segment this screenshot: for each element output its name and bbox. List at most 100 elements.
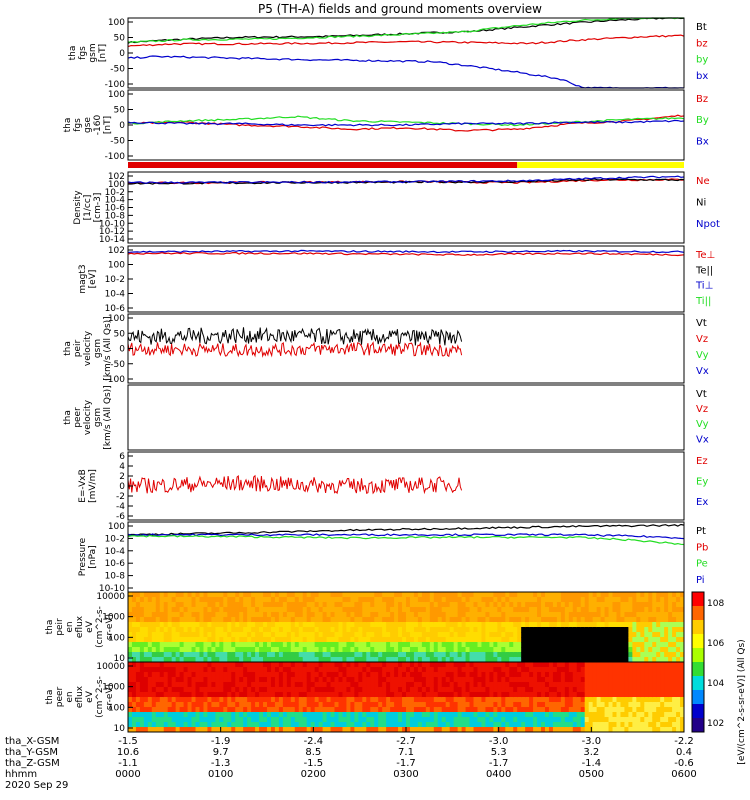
heat-cell [489,607,494,613]
heat-cell [402,672,407,678]
heat-cell [286,642,292,648]
heat-cell [429,597,435,603]
heat-cell [390,592,395,598]
heat-cell [449,592,455,598]
heat-cell [445,592,451,598]
heat-cell [251,727,256,733]
heat-cell [183,647,189,653]
heat-cell [203,612,208,618]
heat-cell [187,682,193,688]
heat-cell [318,602,324,608]
axis-value: -1.5 [304,758,324,769]
colorbar-band [692,592,704,607]
heat-cell [358,687,363,693]
heat-cell [465,692,471,698]
heat-cell [239,607,244,613]
heat-cell [461,597,467,603]
heat-cell [560,692,566,698]
heat-cell [175,622,181,628]
heat-cell [199,662,204,668]
heat-cell [354,642,359,648]
heat-cell [362,692,367,698]
heat-cell [346,727,351,733]
heat-cell [251,692,256,698]
heat-cell [596,642,602,648]
heat-cell [469,617,475,623]
heat-cell [421,617,427,623]
heat-cell [489,637,494,643]
heat-cell [398,692,403,698]
heat-cell [350,707,355,713]
heat-cell [433,622,439,628]
heat-cell [620,702,625,708]
heat-cell [477,702,482,708]
heat-cell [525,727,530,733]
heat-cell [235,642,240,648]
heat-cell [576,662,582,668]
heat-cell [278,687,284,693]
heat-cell [306,702,312,708]
heat-cell [223,647,228,653]
heat-cell [370,712,375,718]
heat-cell [394,672,399,678]
heat-cell [314,677,320,683]
heat-cell [521,717,526,723]
heat-cell [612,707,617,713]
axis-value: -1.1 [118,758,138,769]
heat-cell [211,702,216,708]
heat-cell [270,622,276,628]
heat-cell [370,687,375,693]
heat-cell [469,652,475,658]
heat-cell [612,607,617,613]
heat-cell [429,697,435,703]
heat-cell [131,622,137,628]
heat-cell [485,662,490,668]
heat-cell [370,647,375,653]
heat-cell [326,607,332,613]
heat-cell [306,712,312,718]
heat-cell [370,607,375,613]
heat-cell [342,647,347,653]
heat-cell [286,677,292,683]
heat-cell [143,672,149,678]
heat-cell [278,662,284,668]
heat-cell [588,592,594,598]
heat-cell [151,647,157,653]
heat-cell [171,632,177,638]
heat-cell [147,727,153,733]
heat-cell [274,622,280,628]
heat-cell [215,662,220,668]
heat-cell [286,722,292,728]
heat-cell [366,642,371,648]
heat-cell [358,702,363,708]
heat-cell [465,642,471,648]
heat-cell [282,692,288,698]
heat-cell [175,702,181,708]
heat-cell [680,602,685,608]
heat-cell [588,662,594,668]
heat-cell [215,632,220,638]
heat-cell [131,612,137,618]
heat-cell [187,712,193,718]
heat-cell [660,602,665,608]
heat-cell [139,637,145,643]
heat-cell [175,712,181,718]
heat-cell [298,612,304,618]
heat-cell [207,612,212,618]
time-axis-labels: tha_X-GSM -1.5 -1.9 -2.4 -2.7 -3.0 -3.0 -2.2tha… [5,727,697,791]
heat-cell [469,637,475,643]
heat-cell [128,722,133,728]
heat-cell [564,687,570,693]
heat-cell [274,642,280,648]
heat-cell [537,722,542,728]
heat-cell [576,667,582,673]
ytick-label: -2 [116,492,125,502]
heat-cell [151,662,157,668]
heat-cell [545,712,550,718]
heat-cell [167,662,173,668]
heat-cell [533,697,538,703]
heat-cell [497,612,502,618]
heat-cell [155,712,161,718]
heat-cell [560,592,566,598]
heat-cell [179,622,185,628]
